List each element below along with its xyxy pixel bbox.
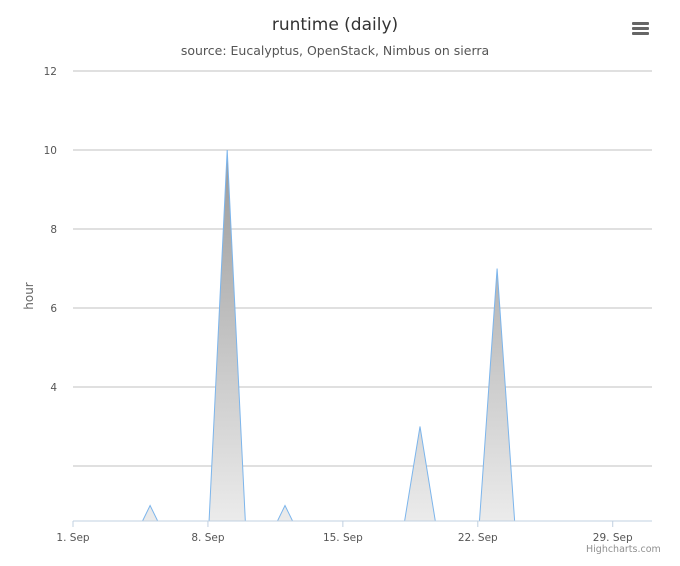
chart-subtitle: source: Eucalyptus, OpenStack, Nimbus on… bbox=[180, 43, 490, 58]
credits-link[interactable]: Highcharts.com bbox=[586, 544, 661, 555]
x-axis: 1. Sep 8. Sep 15. Sep 22. Sep 29. Sep bbox=[56, 520, 652, 544]
series-area-fill bbox=[142, 150, 515, 521]
data-point[interactable] bbox=[532, 541, 540, 549]
data-point[interactable] bbox=[397, 541, 405, 549]
y-tick-label: 8 bbox=[50, 224, 57, 236]
data-point[interactable] bbox=[146, 502, 154, 510]
data-point[interactable] bbox=[262, 541, 270, 549]
data-point[interactable] bbox=[551, 541, 559, 549]
data-point[interactable] bbox=[281, 502, 289, 510]
y-tick-label: 6 bbox=[50, 303, 57, 315]
data-point[interactable] bbox=[300, 541, 308, 549]
grid-lines bbox=[73, 70, 652, 467]
data-point[interactable] bbox=[435, 541, 443, 549]
y-tick-label: 10 bbox=[44, 145, 57, 157]
x-tick-label: 15. Sep bbox=[323, 532, 363, 544]
chart-title: runtime (daily) bbox=[271, 15, 399, 35]
y-tick-label: 12 bbox=[44, 66, 57, 78]
y-axis: 4 6 8 10 12 bbox=[44, 66, 58, 394]
y-tick-label: 4 bbox=[50, 382, 57, 394]
data-point[interactable] bbox=[242, 541, 250, 549]
data-point[interactable] bbox=[512, 541, 520, 549]
data-point[interactable] bbox=[416, 423, 424, 431]
data-point[interactable] bbox=[570, 541, 578, 549]
data-point[interactable] bbox=[108, 541, 116, 549]
data-point[interactable] bbox=[493, 265, 501, 273]
y-axis-title: hour bbox=[22, 282, 36, 310]
x-tick-label: 1. Sep bbox=[56, 532, 89, 544]
x-tick-label: 22. Sep bbox=[458, 532, 498, 544]
data-point[interactable] bbox=[127, 541, 135, 549]
data-point[interactable] bbox=[377, 541, 385, 549]
data-point[interactable] bbox=[165, 541, 173, 549]
chart-menu-button[interactable] bbox=[626, 16, 656, 42]
x-tick-label: 29. Sep bbox=[593, 532, 633, 544]
series-area bbox=[108, 146, 578, 549]
data-point[interactable] bbox=[223, 146, 231, 154]
series-line bbox=[141, 149, 516, 521]
x-tick-label: 8. Sep bbox=[191, 532, 224, 544]
